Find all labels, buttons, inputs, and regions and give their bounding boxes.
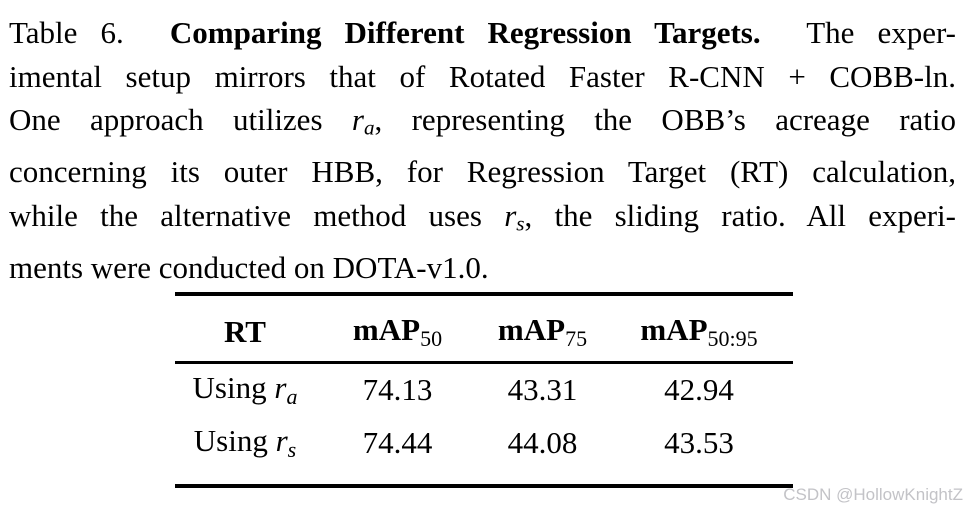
math-variable: r [351, 102, 364, 137]
caption-text: Table 6. [9, 15, 170, 50]
table-rule-mid [175, 361, 793, 364]
column-header: mAP50 [315, 312, 480, 352]
row-label-cell: Using rs [175, 423, 315, 463]
row-label-text: Using [193, 423, 276, 458]
row-label-cell: Using ra [175, 370, 315, 410]
watermark: CSDN @HollowKnightZ [783, 485, 963, 504]
column-header-label: RT [224, 313, 266, 349]
caption-text: Comparing Different Regression Targets. [169, 15, 761, 50]
math-variable: r [504, 197, 517, 233]
value-cell: 43.31 [507, 372, 578, 407]
table-rule-top [175, 292, 793, 296]
caption-text: concerning its outer HBB, for Regression… [9, 154, 956, 190]
table-header-row: RT mAP50 mAP75 mAP50:95 [175, 296, 793, 361]
column-header: mAP75 [480, 312, 605, 352]
caption-text: imental setup mirrors that of Rotated Fa… [9, 58, 956, 94]
caption-text: One approach utilizes [9, 102, 352, 137]
caption-line: ments were conducted on DOTA-v1.0. [9, 246, 956, 290]
caption-line: while the alternative method uses rs, th… [9, 194, 956, 246]
column-header-label: mAP [352, 311, 421, 347]
math-subscript: a [286, 384, 298, 409]
caption-text: while the alternative method uses [9, 197, 505, 233]
column-header-subscript: 50 [420, 325, 443, 351]
results-table: RT mAP50 mAP75 mAP50:95 Using ra 74.13 43.31 4… [175, 292, 793, 488]
value-cell: 44.08 [507, 425, 578, 460]
caption-text: The exper- [760, 15, 957, 50]
column-header-subscript: 75 [565, 325, 588, 351]
caption-line: One approach utilizes ra, representing t… [9, 98, 956, 150]
caption-line: Table 6. Comparing Different Regression … [9, 11, 956, 55]
table-caption: Table 6. Comparing Different Regression … [9, 11, 956, 289]
column-header-label: mAP [640, 311, 708, 347]
table-bottom-spacer [175, 470, 793, 484]
table-row: Using rs 74.44 44.08 43.53 [175, 417, 793, 470]
math-variable: r [275, 423, 288, 458]
math-subscript: a [363, 115, 375, 140]
caption-text: , the sliding ratio. All experi- [524, 197, 956, 233]
math-variable: r [274, 370, 287, 405]
column-header-subscript: 50:95 [707, 325, 758, 351]
caption-text: , representing the OBB’s acreage ratio [374, 102, 957, 137]
math-subscript: s [516, 211, 525, 236]
caption-line: imental setup mirrors that of Rotated Fa… [9, 55, 956, 99]
table-body: Using ra 74.13 43.31 42.94 Using rs 74.44 44.0… [175, 364, 793, 470]
table-row: Using ra 74.13 43.31 42.94 [175, 364, 793, 417]
column-header: RT [175, 314, 315, 350]
column-header-label: mAP [497, 311, 566, 347]
value-cell: 43.53 [664, 425, 734, 460]
caption-line: concerning its outer HBB, for Regression… [9, 150, 956, 194]
value-cell: 74.13 [362, 372, 433, 407]
row-label-text: Using [192, 370, 275, 405]
value-cell: 42.94 [664, 372, 734, 407]
table-rule-bottom [175, 483, 793, 488]
value-cell: 74.44 [362, 425, 433, 460]
caption-text: ments were conducted on DOTA-v1.0. [9, 249, 489, 285]
math-subscript: s [287, 437, 297, 462]
column-header: mAP50:95 [605, 312, 793, 352]
